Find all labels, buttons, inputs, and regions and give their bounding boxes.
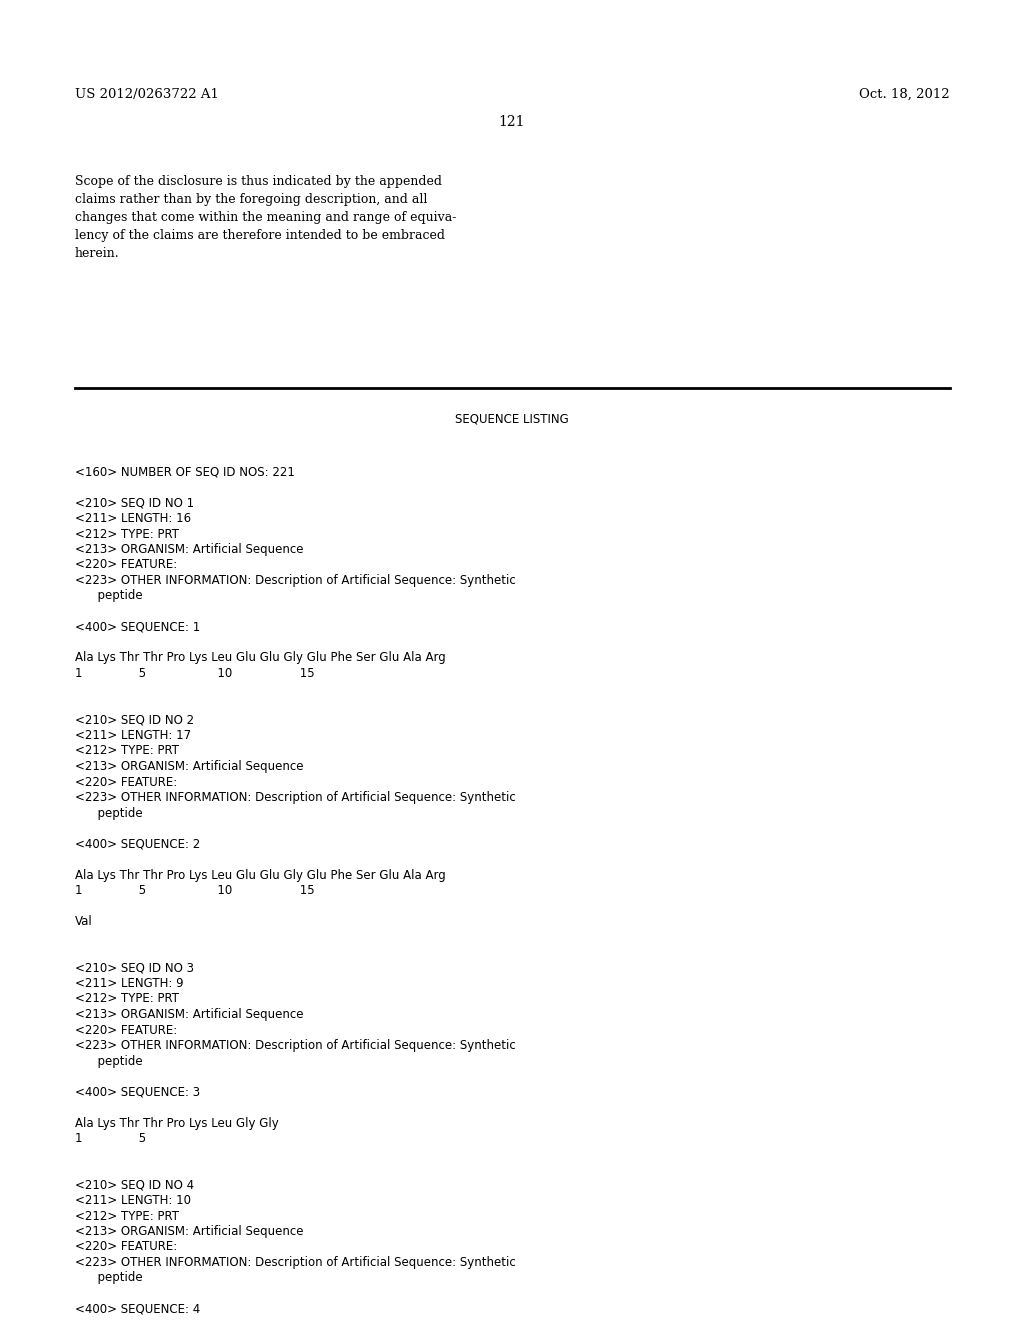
- Text: <160> NUMBER OF SEQ ID NOS: 221: <160> NUMBER OF SEQ ID NOS: 221: [75, 466, 295, 479]
- Text: <211> LENGTH: 16: <211> LENGTH: 16: [75, 512, 191, 525]
- Text: peptide: peptide: [75, 1055, 142, 1068]
- Text: <212> TYPE: PRT: <212> TYPE: PRT: [75, 744, 179, 758]
- Text: <223> OTHER INFORMATION: Description of Artificial Sequence: Synthetic: <223> OTHER INFORMATION: Description of …: [75, 1039, 516, 1052]
- Text: <213> ORGANISM: Artificial Sequence: <213> ORGANISM: Artificial Sequence: [75, 543, 303, 556]
- Text: <400> SEQUENCE: 1: <400> SEQUENCE: 1: [75, 620, 201, 634]
- Text: herein.: herein.: [75, 247, 120, 260]
- Text: <211> LENGTH: 10: <211> LENGTH: 10: [75, 1195, 191, 1206]
- Text: <400> SEQUENCE: 2: <400> SEQUENCE: 2: [75, 837, 201, 850]
- Text: <213> ORGANISM: Artificial Sequence: <213> ORGANISM: Artificial Sequence: [75, 1225, 303, 1238]
- Text: <212> TYPE: PRT: <212> TYPE: PRT: [75, 1209, 179, 1222]
- Text: <213> ORGANISM: Artificial Sequence: <213> ORGANISM: Artificial Sequence: [75, 1008, 303, 1020]
- Text: <220> FEATURE:: <220> FEATURE:: [75, 1023, 177, 1036]
- Text: <223> OTHER INFORMATION: Description of Artificial Sequence: Synthetic: <223> OTHER INFORMATION: Description of …: [75, 1257, 516, 1269]
- Text: <223> OTHER INFORMATION: Description of Artificial Sequence: Synthetic: <223> OTHER INFORMATION: Description of …: [75, 791, 516, 804]
- Text: peptide: peptide: [75, 807, 142, 820]
- Text: <220> FEATURE:: <220> FEATURE:: [75, 776, 177, 788]
- Text: Ala Lys Thr Thr Pro Lys Leu Gly Gly: Ala Lys Thr Thr Pro Lys Leu Gly Gly: [75, 1117, 279, 1130]
- Text: <223> OTHER INFORMATION: Description of Artificial Sequence: Synthetic: <223> OTHER INFORMATION: Description of …: [75, 574, 516, 587]
- Text: Scope of the disclosure is thus indicated by the appended: Scope of the disclosure is thus indicate…: [75, 176, 442, 187]
- Text: Ala Lys Thr Thr Pro Lys Leu Glu Glu Gly Glu Phe Ser Glu Ala Arg: Ala Lys Thr Thr Pro Lys Leu Glu Glu Gly …: [75, 869, 445, 882]
- Text: peptide: peptide: [75, 590, 142, 602]
- Text: <400> SEQUENCE: 3: <400> SEQUENCE: 3: [75, 1085, 200, 1098]
- Text: <210> SEQ ID NO 3: <210> SEQ ID NO 3: [75, 961, 194, 974]
- Text: peptide: peptide: [75, 1271, 142, 1284]
- Text: 1               5                   10                  15: 1 5 10 15: [75, 884, 314, 898]
- Text: lency of the claims are therefore intended to be embraced: lency of the claims are therefore intend…: [75, 228, 445, 242]
- Text: 121: 121: [499, 115, 525, 129]
- Text: <400> SEQUENCE: 4: <400> SEQUENCE: 4: [75, 1303, 201, 1316]
- Text: 1               5: 1 5: [75, 1133, 146, 1144]
- Text: Val: Val: [75, 915, 93, 928]
- Text: <211> LENGTH: 17: <211> LENGTH: 17: [75, 729, 191, 742]
- Text: <210> SEQ ID NO 1: <210> SEQ ID NO 1: [75, 496, 195, 510]
- Text: 1               5                   10                  15: 1 5 10 15: [75, 667, 314, 680]
- Text: changes that come within the meaning and range of equiva-: changes that come within the meaning and…: [75, 211, 457, 224]
- Text: <211> LENGTH: 9: <211> LENGTH: 9: [75, 977, 183, 990]
- Text: <210> SEQ ID NO 4: <210> SEQ ID NO 4: [75, 1179, 195, 1192]
- Text: US 2012/0263722 A1: US 2012/0263722 A1: [75, 88, 219, 102]
- Text: <212> TYPE: PRT: <212> TYPE: PRT: [75, 993, 179, 1006]
- Text: <213> ORGANISM: Artificial Sequence: <213> ORGANISM: Artificial Sequence: [75, 760, 303, 774]
- Text: <220> FEATURE:: <220> FEATURE:: [75, 558, 177, 572]
- Text: <210> SEQ ID NO 2: <210> SEQ ID NO 2: [75, 714, 195, 726]
- Text: Ala Lys Thr Thr Pro Lys Leu Glu Glu Gly Glu Phe Ser Glu Ala Arg: Ala Lys Thr Thr Pro Lys Leu Glu Glu Gly …: [75, 652, 445, 664]
- Text: SEQUENCE LISTING: SEQUENCE LISTING: [455, 412, 569, 425]
- Text: claims rather than by the foregoing description, and all: claims rather than by the foregoing desc…: [75, 193, 427, 206]
- Text: Oct. 18, 2012: Oct. 18, 2012: [859, 88, 950, 102]
- Text: <212> TYPE: PRT: <212> TYPE: PRT: [75, 528, 179, 540]
- Text: <220> FEATURE:: <220> FEATURE:: [75, 1241, 177, 1254]
